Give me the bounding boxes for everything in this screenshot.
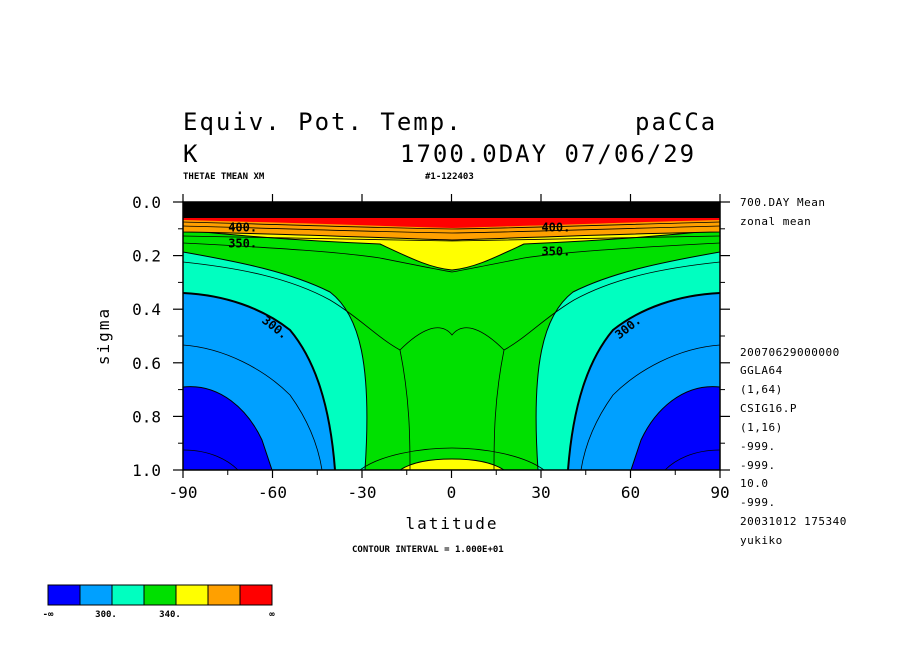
contour-label: 350. [228, 237, 257, 251]
units-label: K [183, 140, 200, 168]
y-axis-title: sigma [94, 307, 113, 365]
y-tick-label: 0.0 [132, 193, 161, 212]
info-line: 20070629000000 [740, 346, 840, 359]
colorbar-swatch [175, 584, 209, 606]
colorbar-swatch [47, 584, 81, 606]
contour-label: 400. [541, 220, 570, 234]
x-tick-label: -30 [348, 483, 377, 502]
colorbar-label: ∞ [269, 610, 275, 620]
colorbar-label: 340. [159, 610, 181, 620]
info-line: -999. [740, 440, 776, 453]
contour-line [580, 344, 720, 470]
x-tick-label: -90 [169, 483, 198, 502]
info-line: GGLA64 [740, 364, 783, 377]
y-tick-label: 0.6 [132, 354, 161, 373]
info-line: CSIG16.P [740, 402, 797, 415]
contour-line-300 [183, 292, 336, 470]
colorbar-label: -∞ [43, 610, 54, 620]
run-id: #1-122403 [425, 172, 474, 182]
y-tick-label: 0.4 [132, 300, 161, 319]
colorbar-swatch [207, 584, 241, 606]
mean-label: 700.DAY Mean [740, 196, 826, 209]
contour-line [183, 242, 720, 273]
colorbar-label: 300. [95, 610, 117, 620]
run-name: paCCa [635, 108, 718, 136]
info-line: (1,16) [740, 421, 783, 434]
contour-line [183, 221, 720, 230]
info-line: -999. [740, 459, 776, 472]
contour-fill-layer [183, 202, 720, 470]
x-tick-label: 30 [531, 483, 550, 502]
contour-line [183, 344, 323, 470]
contour-line [183, 261, 720, 351]
contour-line [183, 449, 239, 470]
time-label: 1700.0DAY 07/06/29 [400, 140, 697, 168]
contour-label: 350. [541, 245, 570, 259]
band-350-360-lower [399, 458, 505, 470]
y-tick-label: 0.2 [132, 247, 161, 266]
info-line: yukiko [740, 534, 783, 547]
colorbar-swatch [239, 584, 273, 606]
variable-name: THETAE TMEAN XM [183, 172, 265, 182]
dense-contour-top [183, 202, 720, 218]
band-below-300-right [630, 386, 720, 470]
x-tick-label: 90 [710, 483, 729, 502]
contour-line [664, 449, 720, 470]
y-tick-label: 0.8 [132, 407, 161, 426]
x-axis-title: latitude [405, 514, 498, 533]
contour-line [359, 447, 545, 470]
band-below-300-left [183, 386, 273, 470]
colorbar-swatch [111, 584, 145, 606]
contour-interval: CONTOUR INTERVAL = 1.000E+01 [352, 545, 504, 555]
x-tick-label: 60 [621, 483, 640, 502]
colorbar-swatch [143, 584, 177, 606]
contour-line-300 [567, 292, 720, 470]
contour-line [399, 349, 411, 470]
contour-label: 400. [228, 220, 257, 234]
info-line: 10.0 [740, 477, 769, 490]
zonal-label: zonal mean [740, 215, 812, 228]
contour-300-lines [183, 292, 720, 470]
info-line: 20031012 175340 [740, 515, 847, 528]
axis-layer: -90 -60 -30 0 30 60 90 0.0 0.2 0.4 0.6 0.8 1.0 [132, 193, 730, 502]
contour-lines [183, 221, 720, 470]
contour-line [183, 225, 720, 234]
plot-title: Equiv. Pot. Temp. [183, 108, 463, 136]
colorbar: -∞ 300. 340. ∞ [43, 584, 275, 620]
x-tick-label: -60 [258, 483, 287, 502]
info-line: (1,64) [740, 383, 783, 396]
contour-line [493, 349, 505, 470]
x-tick-label: 0 [447, 483, 457, 502]
y-tick-label: 1.0 [132, 461, 161, 480]
info-line: -999. [740, 496, 776, 509]
contour-line [183, 235, 720, 242]
colorbar-swatch [79, 584, 113, 606]
